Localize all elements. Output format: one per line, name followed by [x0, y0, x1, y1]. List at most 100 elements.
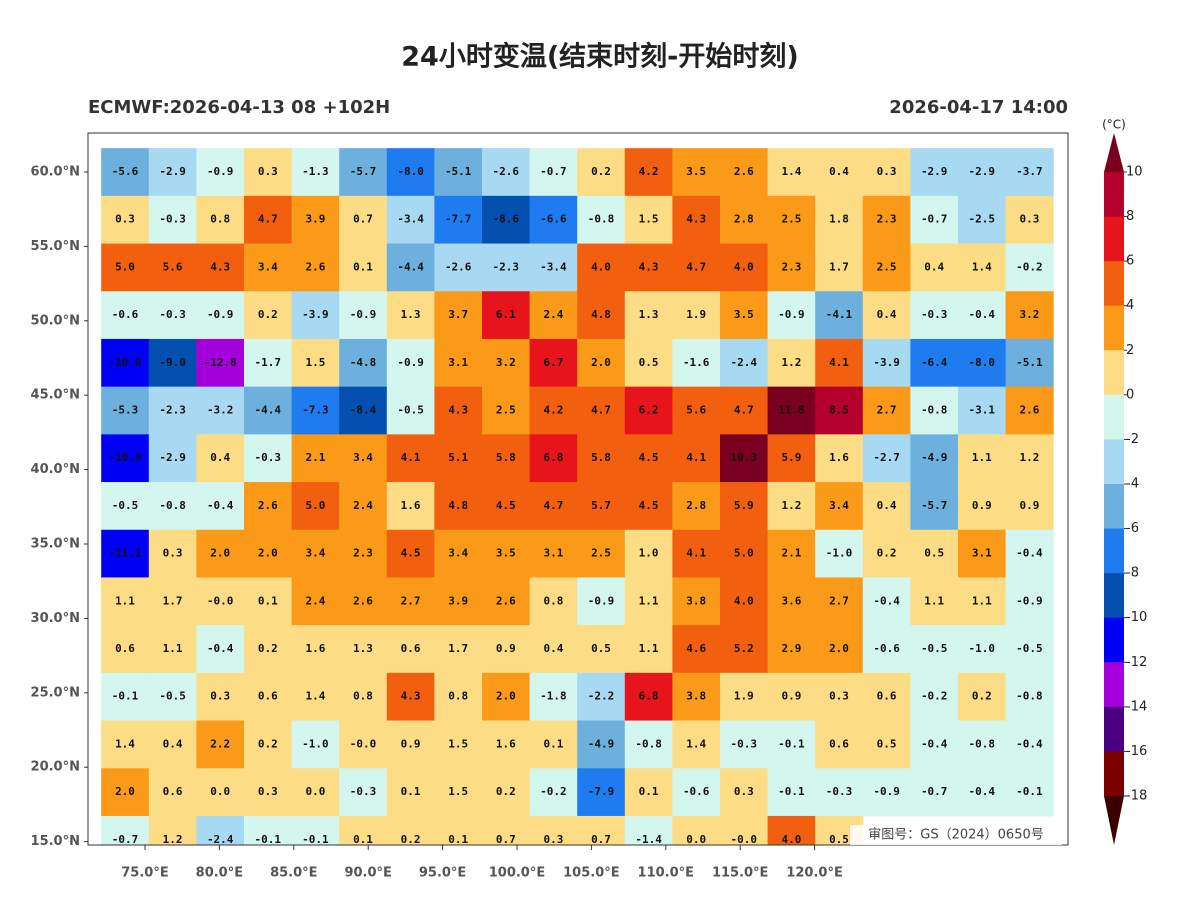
grid-value: 0.5	[639, 356, 659, 369]
colorbar-label: -14	[1126, 699, 1147, 714]
field-cell	[1005, 243, 1054, 292]
colorbar-bin	[1104, 528, 1124, 574]
grid-value: -0.1	[778, 737, 805, 750]
lon-label: 80.0°E	[196, 866, 243, 881]
grid-value: -0.7	[921, 213, 948, 226]
field-cell	[577, 482, 626, 531]
grid-value: -6.4	[921, 356, 948, 369]
field-cell	[672, 195, 721, 245]
grid-value: 5.8	[496, 451, 516, 464]
field-cell	[386, 291, 435, 340]
grid-value: 3.4	[448, 547, 468, 560]
field-cell	[339, 434, 388, 483]
field-cell	[529, 243, 578, 292]
grid-value: -0.3	[159, 213, 186, 226]
grid-value: 0.4	[543, 642, 563, 655]
grid-value: -0.3	[159, 308, 186, 321]
field-cell	[577, 386, 626, 435]
field-cell	[339, 577, 388, 626]
grid-value: -0.1	[778, 785, 805, 798]
field-cell	[910, 243, 959, 292]
grid-value: -4.9	[588, 737, 615, 750]
field-cell	[529, 815, 578, 845]
grid-value: 2.3	[353, 547, 373, 560]
field-cell	[862, 338, 911, 388]
lat-label: 15.0°N	[31, 834, 80, 849]
grid-value: 5.1	[448, 451, 468, 464]
grid-value: -0.3	[350, 785, 377, 798]
field-cell	[339, 672, 388, 722]
grid-value: 0.3	[543, 833, 563, 846]
field-cell	[101, 482, 150, 531]
grid-value: -0.8	[159, 499, 186, 512]
field-cell	[482, 625, 531, 674]
field-cell	[529, 529, 578, 578]
approval-number: 审图号：GS（2024）0650号	[868, 828, 1044, 843]
grid-value: 3.2	[496, 356, 516, 369]
grid-value: 1.4	[972, 260, 992, 273]
title: 24小时变温(结束时刻-开始时刻)	[401, 41, 798, 73]
field-cell	[624, 386, 673, 435]
field-cell	[624, 243, 673, 292]
grid-value: -5.6	[112, 165, 139, 178]
grid-value: 1.1	[924, 594, 944, 607]
grid-value: -7.7	[445, 213, 472, 226]
grid-value: 4.0	[734, 260, 754, 273]
field-cell	[101, 195, 150, 245]
field-cell	[482, 195, 531, 245]
grid-value: 2.1	[781, 547, 801, 560]
field-cell	[1005, 434, 1054, 483]
field-cell	[148, 672, 197, 722]
field-cell	[291, 672, 340, 722]
field-cell	[101, 815, 150, 845]
field-cell	[291, 529, 340, 578]
field-cell	[339, 243, 388, 292]
lon-label: 105.0°E	[563, 866, 620, 881]
grid-value: 0.1	[639, 785, 659, 798]
grid-value: -5.1	[445, 165, 472, 178]
field-cell	[148, 243, 197, 292]
grid-value: 5.0	[115, 260, 135, 273]
grid-value: -1.0	[302, 737, 329, 750]
grid-value: 0.0	[686, 833, 706, 846]
field-cell	[291, 195, 340, 245]
grid-value: 1.4	[115, 737, 135, 750]
grid-value: 4.3	[448, 404, 468, 417]
footer-bg	[850, 825, 1062, 845]
grid-value: -0.3	[255, 451, 282, 464]
grid-values: -5.6 -2.9 -0.9 0.3 -1.3 -5.7 -8.0 -5.1 -2.6 -0.7 0…	[108, 165, 1043, 846]
field-cell	[720, 338, 769, 388]
field-cell	[196, 529, 245, 578]
field-cell	[910, 625, 959, 674]
field-cell	[672, 148, 721, 197]
field-cell	[958, 768, 1007, 817]
field-cell	[482, 291, 531, 340]
field-cell	[672, 815, 721, 845]
field-cell	[529, 386, 578, 435]
field-cell	[386, 529, 435, 578]
grid-value: -3.1	[969, 404, 996, 417]
grid-value: 2.6	[305, 260, 325, 273]
grid-value: 8.5	[829, 404, 849, 417]
grid-value: 3.6	[781, 594, 801, 607]
grid-value: 2.0	[258, 547, 278, 560]
field-cell	[862, 434, 911, 483]
grid-value: -3.4	[540, 260, 567, 273]
grid-value: 4.7	[686, 260, 706, 273]
grid-value: 4.3	[686, 213, 706, 226]
field-cell	[244, 291, 293, 340]
field-cell	[101, 672, 150, 722]
field-cell	[862, 720, 911, 769]
grid-value: 6.8	[639, 690, 659, 703]
field-cell	[196, 243, 245, 292]
grid-value: -0.0	[350, 737, 377, 750]
field-cell	[672, 672, 721, 722]
lat-label: 35.0°N	[31, 537, 80, 552]
field-cell	[624, 291, 673, 340]
grid-value: -3.7	[1016, 165, 1043, 178]
grid-value: 3.9	[448, 594, 468, 607]
grid-value: 0.3	[877, 165, 897, 178]
grid-value: -1.6	[683, 356, 710, 369]
colorbar-label: 10	[1126, 165, 1143, 180]
grid-value: -5.1	[1016, 356, 1043, 369]
